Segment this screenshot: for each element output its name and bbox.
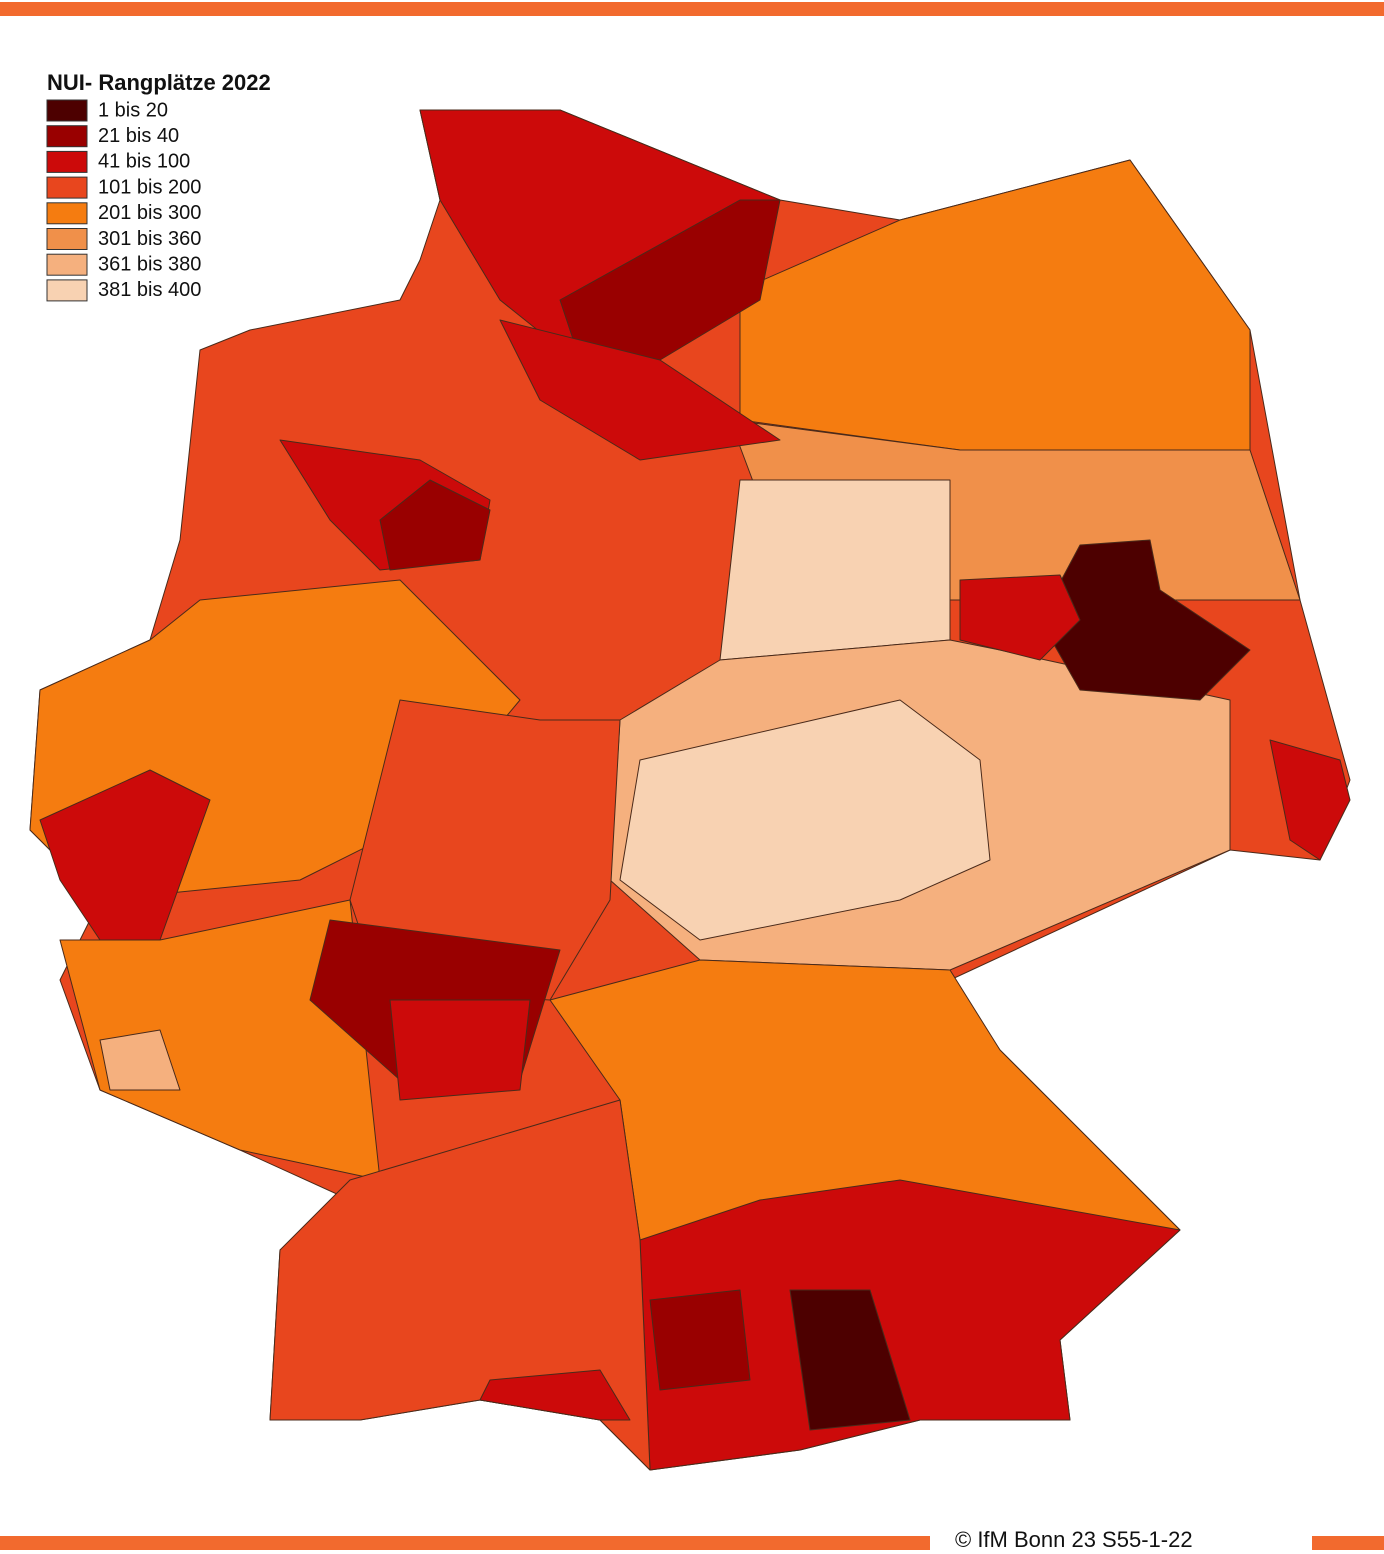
region-goerlitz — [1269, 739, 1351, 861]
legend-label: 101 bis 200 — [98, 176, 201, 198]
copyright: © IfM Bonn 23 S55-1-22 — [955, 1527, 1193, 1552]
region-cottbus — [959, 574, 1081, 661]
legend-label: 361 bis 380 — [98, 253, 201, 275]
region-saxony-anhalt — [719, 479, 951, 661]
legend-label: 41 bis 100 — [98, 151, 190, 173]
legend-swatch — [46, 125, 88, 148]
legend-label: 381 bis 400 — [98, 279, 201, 301]
legend-swatch — [46, 253, 88, 276]
germany-map — [29, 109, 1351, 1471]
legend-swatch — [46, 202, 88, 225]
region-munich — [789, 1289, 911, 1431]
region-elbe — [499, 319, 781, 461]
legend-swatch — [46, 279, 88, 302]
bottom-bar-right — [1312, 1536, 1384, 1550]
region-hessen — [349, 699, 621, 1001]
region-bavaria-south — [639, 1179, 1181, 1471]
region-saar — [99, 1029, 181, 1091]
legend-title: NUI- Rangplätze 2022 — [47, 70, 271, 95]
region-allgaeu — [649, 1289, 751, 1391]
region-lake-constance — [479, 1369, 631, 1421]
legend-label: 1 bis 20 — [98, 99, 168, 121]
legend-swatch — [46, 150, 88, 173]
legend-label: 21 bis 40 — [98, 125, 179, 147]
top-bar — [0, 2, 1384, 16]
legend-swatch — [46, 228, 88, 250]
legend-label: 301 bis 360 — [98, 228, 201, 250]
bottom-bar-left — [0, 1536, 930, 1550]
region-thuringia — [619, 699, 991, 941]
region-northeast — [739, 159, 1251, 451]
legend-label: 201 bis 300 — [98, 202, 201, 224]
region-emsland — [379, 479, 491, 571]
legend-swatch — [46, 176, 88, 199]
region-rhein-neckar — [389, 999, 531, 1101]
legend-swatch — [46, 99, 88, 122]
legend: NUI- Rangplätze 2022 1 bis 20 21 bis 40 41… — [46, 70, 271, 302]
